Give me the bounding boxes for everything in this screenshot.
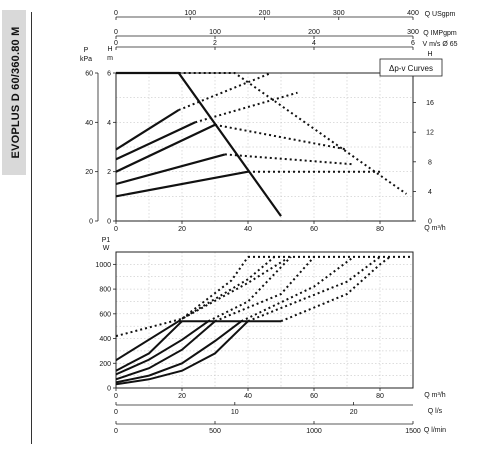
x-tick-label-bottom: 40 (244, 393, 252, 400)
head-curve-dotted (214, 123, 348, 151)
p-unit-top: P (84, 47, 89, 54)
bottom-scale-label: Q l/min (424, 427, 446, 434)
h-ft-tick-label: 12 (426, 130, 434, 137)
x-tick-label-top: 60 (310, 226, 318, 233)
p1-unit-bottom: W (103, 245, 110, 252)
h-ft-tick-label: 16 (426, 100, 434, 107)
side-tab: EVOPLUS D 60/360.80 M (2, 10, 26, 175)
x-tick-label-bottom: 0 (114, 393, 118, 400)
p1-tick-label: 400 (99, 336, 111, 343)
p1-tick-label: 0 (107, 386, 111, 393)
top-scale-label: Q IMPgpm (423, 30, 457, 37)
power-curve-dotted (178, 256, 249, 322)
head-curve-solid (115, 121, 196, 161)
p-tick-label: 0 (89, 219, 93, 226)
power-curve-dotted (247, 256, 381, 323)
head-curve-dotted (194, 91, 298, 124)
power-curve-solid (115, 320, 216, 381)
power-curve-dotted (181, 256, 276, 320)
bottom-scale-tick-label: 0 (114, 409, 118, 416)
p1-tick-label: 600 (99, 311, 111, 318)
legend-label: Δp-v Curves (389, 64, 433, 73)
power-curve-solid (115, 320, 249, 386)
x-tick-label-top: 80 (376, 226, 384, 233)
x-tick-label-bottom: 80 (376, 393, 384, 400)
head-curve-solid (115, 109, 180, 151)
top-scale-tick-label: 400 (407, 10, 419, 17)
legend-box (379, 58, 443, 77)
head-curve-solid (115, 153, 226, 186)
bottom-scale-tick-label: 1000 (306, 428, 322, 435)
x-axis-label-top: Q m³/h (424, 225, 445, 232)
top-scale-label: Q USgpm (425, 11, 456, 18)
top-scale-tick-label: 200 (259, 10, 271, 17)
power-curve-dotted (240, 256, 355, 323)
h-ft-tick-label: 8 (428, 159, 432, 166)
plot-frame-bottom (115, 251, 414, 389)
plot-frame-top (115, 72, 414, 222)
power-curve-dotted (280, 256, 391, 323)
divider-line (31, 12, 32, 444)
p1-tick-label: 200 (99, 361, 111, 368)
p-unit-bottom: kPa (80, 56, 92, 63)
p1-unit-top: P1 (102, 237, 111, 244)
h-ft-unit-top: H (427, 51, 432, 58)
h-m-tick-label: 4 (107, 120, 111, 127)
p1-tick-label: 1000 (95, 262, 111, 269)
power-curve-solid (115, 320, 209, 376)
power-curve-dotted (207, 256, 292, 323)
top-scale-tick-label: 6 (411, 40, 415, 47)
bottom-scale-tick-label: 10 (231, 409, 239, 416)
top-scale-tick-label: 0 (114, 40, 118, 47)
p-tick-label: 40 (85, 120, 93, 127)
power-curve-solid (115, 320, 180, 362)
top-scale-tick-label: 0 (114, 10, 118, 17)
head-curve-dotted (224, 153, 354, 166)
h-m-unit: H (107, 46, 112, 53)
power-curve-solid (115, 320, 242, 384)
top-scale-tick-label: 4 (312, 40, 316, 47)
x-tick-label-bottom: 60 (310, 393, 318, 400)
power-curve-dotted (214, 256, 315, 323)
top-scale-tick-label: 100 (209, 29, 221, 36)
h-m-tick-label: 2 (107, 169, 111, 176)
h-ft-tick-label: 0 (428, 219, 432, 226)
head-curve-dotted (178, 72, 407, 195)
power-curve-dotted (115, 257, 289, 338)
head-curve-dotted (178, 72, 272, 111)
h-m-tick-label: 6 (107, 71, 111, 78)
x-tick-label-top: 20 (178, 226, 186, 233)
p1-tick-label: 800 (99, 287, 111, 294)
head-curve-solid (115, 170, 249, 198)
x-tick-label-top: 0 (114, 226, 118, 233)
x-axis-label-bottom: Q m³/h (424, 392, 445, 399)
top-scale-tick-label: 200 (308, 29, 320, 36)
top-scale-tick-label: 100 (184, 10, 196, 17)
h-m-tick-label: 0 (107, 219, 111, 226)
p-tick-label: 20 (85, 169, 93, 176)
bottom-scale-label: Q l/s (428, 408, 443, 415)
top-scale-tick-label: 300 (333, 10, 345, 17)
top-scale-label: V m/s Ø 65 (422, 41, 457, 48)
x-tick-label-bottom: 20 (178, 393, 186, 400)
top-scale-tick-label: 2 (213, 40, 217, 47)
head-curve-solid (115, 123, 216, 173)
bottom-scale-tick-label: 0 (114, 428, 118, 435)
power-curve-solid (115, 320, 183, 372)
bottom-scale-tick-label: 20 (350, 409, 358, 416)
h-m-unit-bottom: m (107, 55, 113, 62)
bottom-scale-tick-label: 1500 (405, 428, 421, 435)
head-curve-solid (116, 71, 282, 217)
bottom-scale-tick-label: 500 (209, 428, 221, 435)
h-ft-tick-label: 4 (428, 189, 432, 196)
x-tick-label-top: 40 (244, 226, 252, 233)
top-scale-tick-label: 0 (114, 29, 118, 36)
p-tick-label: 60 (85, 71, 93, 78)
top-scale-tick-label: 300 (407, 29, 419, 36)
